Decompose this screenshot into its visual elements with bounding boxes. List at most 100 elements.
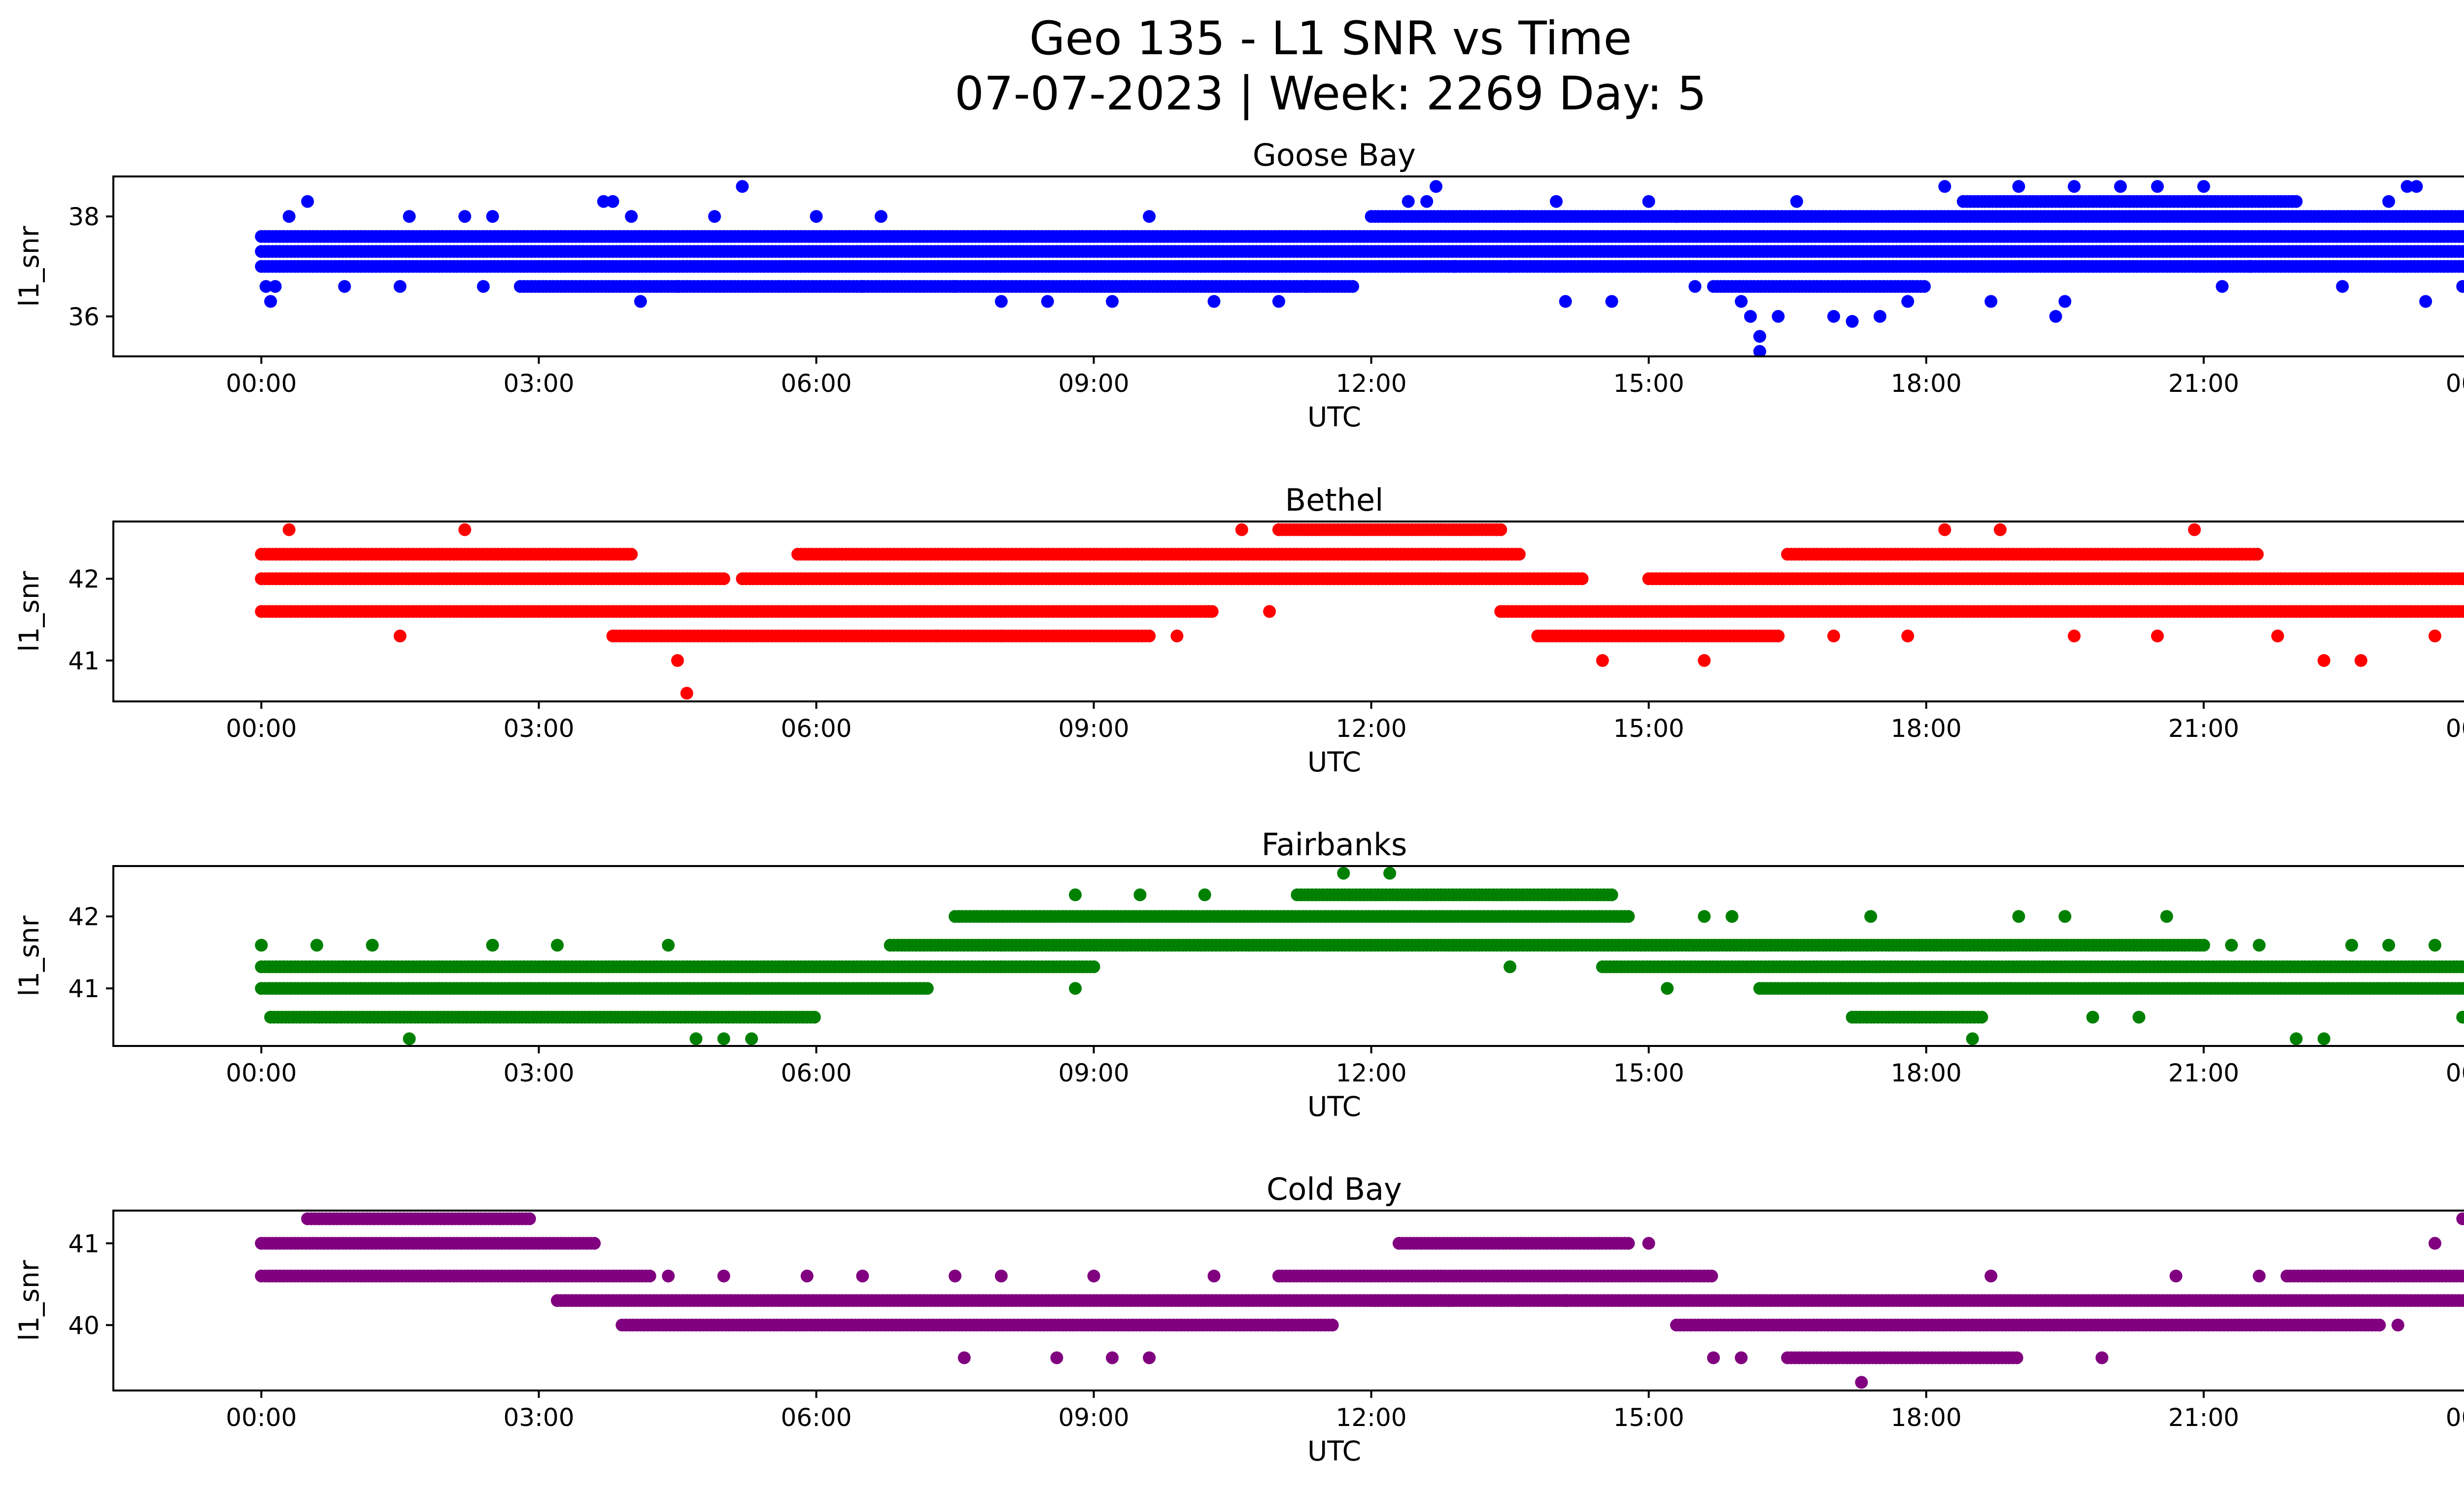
data-point <box>1346 280 1359 293</box>
data-point <box>1938 180 1951 193</box>
data-point <box>2271 629 2284 643</box>
data-point <box>2317 654 2330 667</box>
data-point <box>994 629 1008 643</box>
data-point <box>874 210 888 223</box>
bethel-band-5 <box>736 572 1589 586</box>
data-point <box>2012 180 2025 193</box>
bethel-band-3 <box>606 629 1156 643</box>
bethel-points <box>255 523 2464 700</box>
data-point <box>2460 605 2464 618</box>
data-point <box>1688 280 1702 293</box>
data-point <box>1205 605 1219 618</box>
bethel-band-0 <box>255 548 638 561</box>
data-point <box>856 280 869 293</box>
goose-bay-axes-frame <box>112 175 2464 357</box>
bethel-x-tick-label: 00:00 <box>226 714 297 743</box>
goose-bay-band-6 <box>1956 195 2303 208</box>
bethel-y-tick-label: 41 <box>68 647 100 675</box>
bethel-band-6 <box>1272 523 1507 536</box>
data-point <box>1300 280 1313 293</box>
data-point <box>680 687 693 700</box>
data-point <box>773 280 786 293</box>
goose-bay-x-axis-label: UTC <box>1307 401 1361 433</box>
goose-bay-band-3 <box>513 280 1359 293</box>
data-point <box>1512 548 1526 561</box>
data-point <box>717 629 730 643</box>
fairbanks-band-0 <box>255 960 1100 973</box>
bethel-x-tick-label: 00:00 <box>2446 714 2464 743</box>
data-point <box>921 982 934 995</box>
bethel-x-tick-label: 12:00 <box>1336 714 1407 743</box>
data-point <box>2410 180 2423 193</box>
data-point <box>1846 315 1859 328</box>
data-point <box>1596 654 1609 667</box>
data-point <box>2460 230 2464 243</box>
data-point <box>1985 295 1998 308</box>
bethel-y-axis-label: l1_snr <box>13 571 45 652</box>
data-point <box>1873 310 1886 323</box>
goose-bay-x-tick-label: 12:00 <box>1336 369 1407 398</box>
fairbanks-points <box>255 867 2464 1045</box>
fairbanks-band-2 <box>264 1010 821 1024</box>
goose-bay-band-2 <box>255 230 2464 243</box>
data-point <box>930 629 943 643</box>
data-point <box>810 210 823 223</box>
figure-title-line-2: 07-07-2023 | Week: 2269 Day: 5 <box>955 67 1707 121</box>
data-point <box>2460 573 2464 585</box>
data-point <box>2460 210 2464 223</box>
data-point <box>2290 195 2303 208</box>
data-point <box>259 280 273 293</box>
goose-bay-band-1 <box>255 245 2464 258</box>
data-point <box>1504 260 1517 273</box>
bethel-x-tick-label: 15:00 <box>1613 714 1684 743</box>
data-point <box>2243 260 2257 273</box>
data-point <box>1735 295 1748 308</box>
figure-title-line-1: Geo 135 - L1 SNR vs Time <box>1029 12 1632 66</box>
bethel-x-tick-label: 06:00 <box>781 714 852 743</box>
data-point <box>338 280 351 293</box>
data-point <box>282 210 296 223</box>
data-point <box>1901 629 1915 643</box>
data-point <box>477 280 490 293</box>
data-point <box>403 210 416 223</box>
goose-bay-y-tick-label: 38 <box>68 203 100 231</box>
data-point <box>2188 523 2201 536</box>
data-point <box>625 548 638 561</box>
bethel-axes-frame <box>112 521 2464 702</box>
data-point <box>1918 280 1931 293</box>
data-point <box>736 180 749 193</box>
data-point <box>2058 295 2072 308</box>
data-point <box>2151 180 2164 193</box>
data-point <box>994 295 1008 308</box>
data-point <box>1448 260 1461 273</box>
goose-bay-y-tick-label: 36 <box>68 303 100 331</box>
data-point <box>2114 180 2127 193</box>
data-point <box>282 523 296 536</box>
data-point <box>2460 260 2464 273</box>
data-point <box>2336 280 2349 293</box>
data-point <box>1263 605 1276 618</box>
goose-bay-band-0 <box>255 260 2464 273</box>
data-point <box>1827 629 1840 643</box>
bethel-band-4 <box>791 548 1526 561</box>
data-point <box>458 210 472 223</box>
data-point <box>393 629 407 643</box>
data-point <box>1550 195 1563 208</box>
goose-bay-x-tick-label: 18:00 <box>1891 369 1962 398</box>
bethel-band-2 <box>255 605 1219 618</box>
data-point <box>2068 629 2081 643</box>
data-point <box>1938 523 1951 536</box>
data-point <box>1559 295 1572 308</box>
data-point <box>2216 280 2229 293</box>
goose-bay-band-4 <box>1707 280 1931 293</box>
goose-bay-title: Goose Bay <box>1253 137 1416 173</box>
data-point <box>671 280 684 293</box>
data-point <box>1901 295 1915 308</box>
data-point <box>625 210 638 223</box>
goose-bay-x-tick-label: 00:00 <box>226 369 297 398</box>
data-point <box>2429 629 2441 643</box>
data-point <box>1430 180 1442 193</box>
data-point <box>1993 523 2007 536</box>
